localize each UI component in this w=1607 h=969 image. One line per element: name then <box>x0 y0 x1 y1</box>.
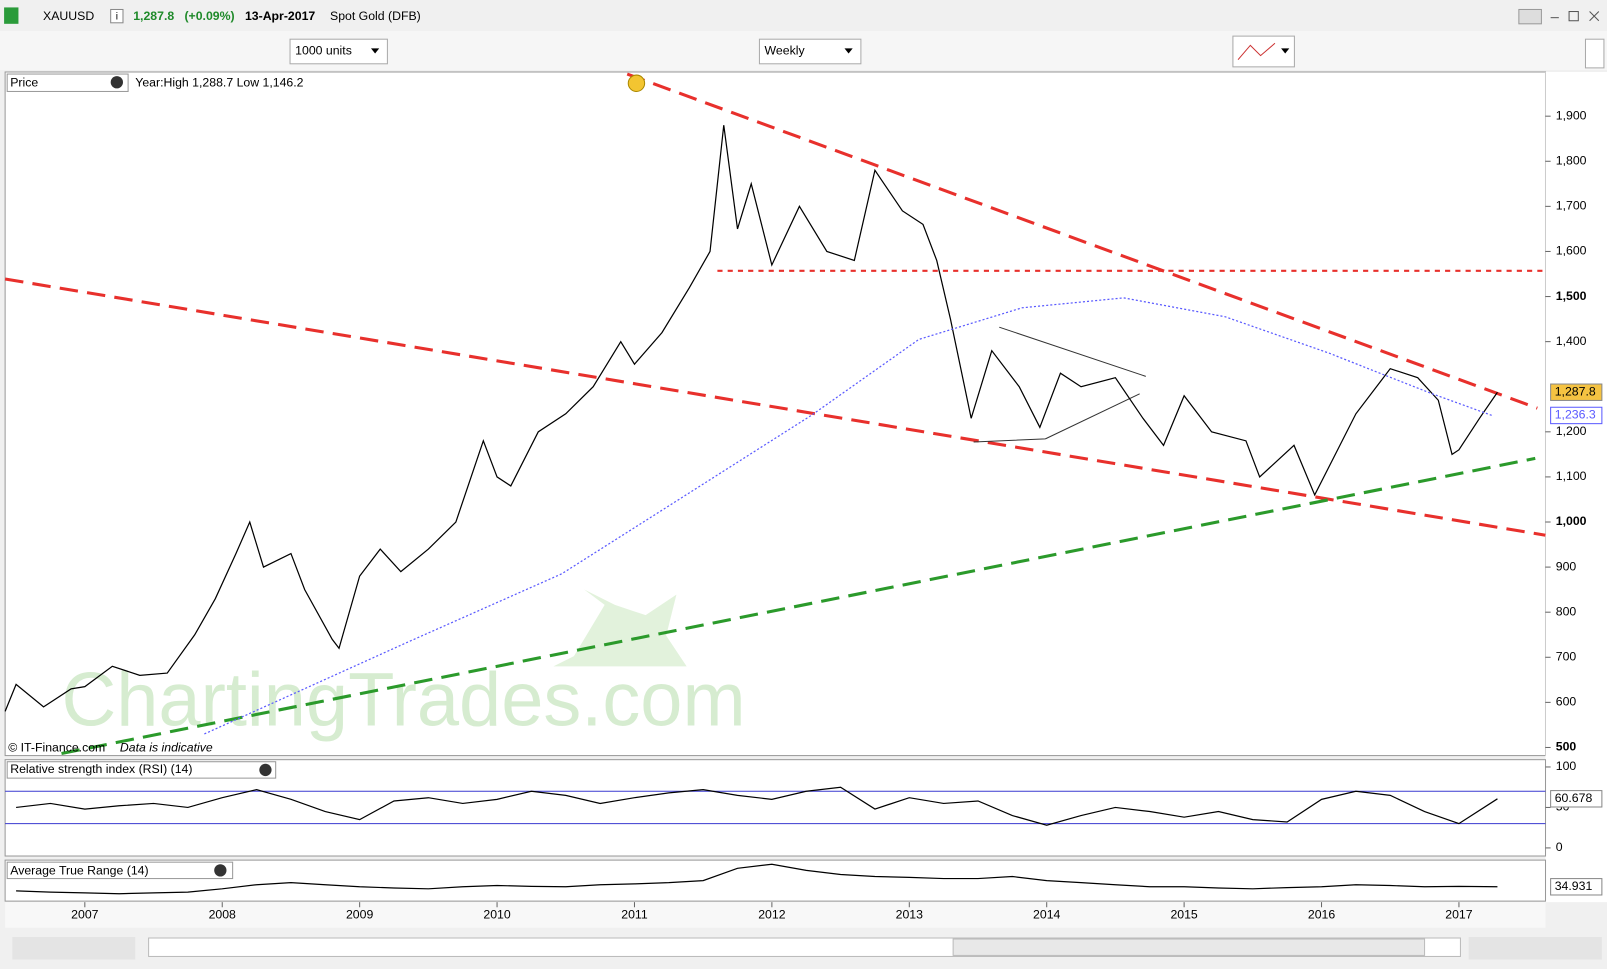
x-tick-label: 2015 <box>1170 908 1197 922</box>
panel-subtitle: Year:High 1,288.7 Low 1,146.2 <box>135 76 303 90</box>
last-value-box <box>1550 790 1603 808</box>
close-panel[interactable] <box>110 76 123 89</box>
y-tick-label: 500 <box>1556 740 1577 754</box>
period-dropdown[interactable] <box>758 38 862 65</box>
y-tick-label: 0 <box>1556 840 1563 854</box>
time-axis <box>5 902 1546 928</box>
side-tool[interactable] <box>1584 38 1605 69</box>
zoom-buttons[interactable] <box>1468 936 1602 960</box>
price-title-box <box>6 73 129 92</box>
panel-title: Relative strength index (RSI) (14) <box>10 762 192 776</box>
last-value-label: 34.931 <box>1555 879 1593 893</box>
trend-line <box>4 277 1546 537</box>
x-tick-label: 2010 <box>483 908 510 922</box>
y-tick-label: 1,400 <box>1556 334 1587 348</box>
period-value[interactable]: Weekly <box>765 44 806 58</box>
alert-icon[interactable] <box>627 74 646 92</box>
panel-title: Average True Range (14) <box>10 864 148 878</box>
x-tick-label: 2011 <box>621 908 648 922</box>
series-line <box>16 863 1498 895</box>
dropdown-arrow[interactable] <box>1281 48 1290 54</box>
tool-buttons[interactable] <box>12 936 136 960</box>
y-tick-label: 1,100 <box>1556 469 1587 483</box>
trend-line <box>61 456 1536 756</box>
chart-icon[interactable] <box>4 7 19 24</box>
last-value-box <box>1550 383 1603 401</box>
y-tick-label: 1,700 <box>1556 199 1587 213</box>
y-tick-label: 1,000 <box>1556 514 1587 528</box>
units-dropdown[interactable] <box>289 38 388 65</box>
y-tick-label: 600 <box>1556 695 1577 709</box>
info-icon[interactable]: i <box>116 11 118 22</box>
y-tick-label: 900 <box>1556 559 1577 573</box>
atr-panel <box>4 859 1547 902</box>
y-tick-label: 700 <box>1556 650 1577 664</box>
y-tick-label: 1,900 <box>1556 108 1587 122</box>
price-axis <box>1545 71 1607 903</box>
x-tick-label: 2009 <box>346 908 373 922</box>
triangle-pattern <box>973 326 1146 443</box>
x-tick-label: 2013 <box>896 908 923 922</box>
series-line <box>4 125 1498 712</box>
symbol[interactable]: XAUUSD <box>43 9 94 23</box>
price-change: (+0.09%) <box>184 9 234 23</box>
instrument-name: Spot Gold (DFB) <box>330 9 421 23</box>
info-button[interactable] <box>110 8 124 24</box>
copyright: © IT-Finance.com <box>8 741 105 755</box>
last-value-box <box>1550 878 1603 896</box>
panel-title: Price <box>10 76 38 90</box>
indicator-icon[interactable] <box>1237 42 1276 61</box>
last-value-label: 1,236.3 <box>1555 408 1596 422</box>
dropdown-arrow[interactable] <box>371 48 380 54</box>
series-line <box>16 786 1498 826</box>
last-value-label: 1,287.8 <box>1555 384 1596 398</box>
y-tick-label: 800 <box>1556 604 1577 618</box>
y-tick-label: 1,800 <box>1556 154 1587 168</box>
series-line <box>204 297 1493 735</box>
y-tick-label: 100 <box>1556 759 1577 773</box>
close-panel[interactable] <box>214 864 227 877</box>
disclaimer: Data is indicative <box>120 741 213 755</box>
y-tick-label: 1,600 <box>1556 244 1587 258</box>
trend-line <box>626 72 1538 410</box>
x-tick-label: 2014 <box>1033 908 1060 922</box>
x-tick-label: 2016 <box>1308 908 1335 922</box>
price-panel <box>4 71 1547 757</box>
last-value-box <box>1550 406 1603 425</box>
last-value-label: 60.678 <box>1555 791 1593 805</box>
maximize[interactable] <box>1568 11 1579 22</box>
watermark: ChartingTrades.com <box>61 657 745 742</box>
y-tick-label: 1,200 <box>1556 424 1587 438</box>
y-tick-label: 1,500 <box>1556 289 1587 303</box>
atr-title-box <box>6 861 234 880</box>
x-tick-label: 2007 <box>71 908 98 922</box>
units-value[interactable]: 1000 units <box>295 44 352 58</box>
scroll-thumb[interactable] <box>952 938 1426 956</box>
close-panel[interactable] <box>259 763 272 777</box>
quote-date: 13-Apr-2017 <box>245 9 315 23</box>
x-tick-label: 2017 <box>1445 908 1472 922</box>
x-tick-label: 2008 <box>209 908 236 922</box>
keyboard-button[interactable] <box>1518 8 1542 25</box>
close[interactable] <box>1589 11 1600 22</box>
x-tick-label: 2012 <box>758 908 785 922</box>
dropdown-arrow[interactable] <box>844 48 853 54</box>
last-price: 1,287.8 <box>133 9 174 23</box>
rsi-title-box <box>6 761 277 779</box>
